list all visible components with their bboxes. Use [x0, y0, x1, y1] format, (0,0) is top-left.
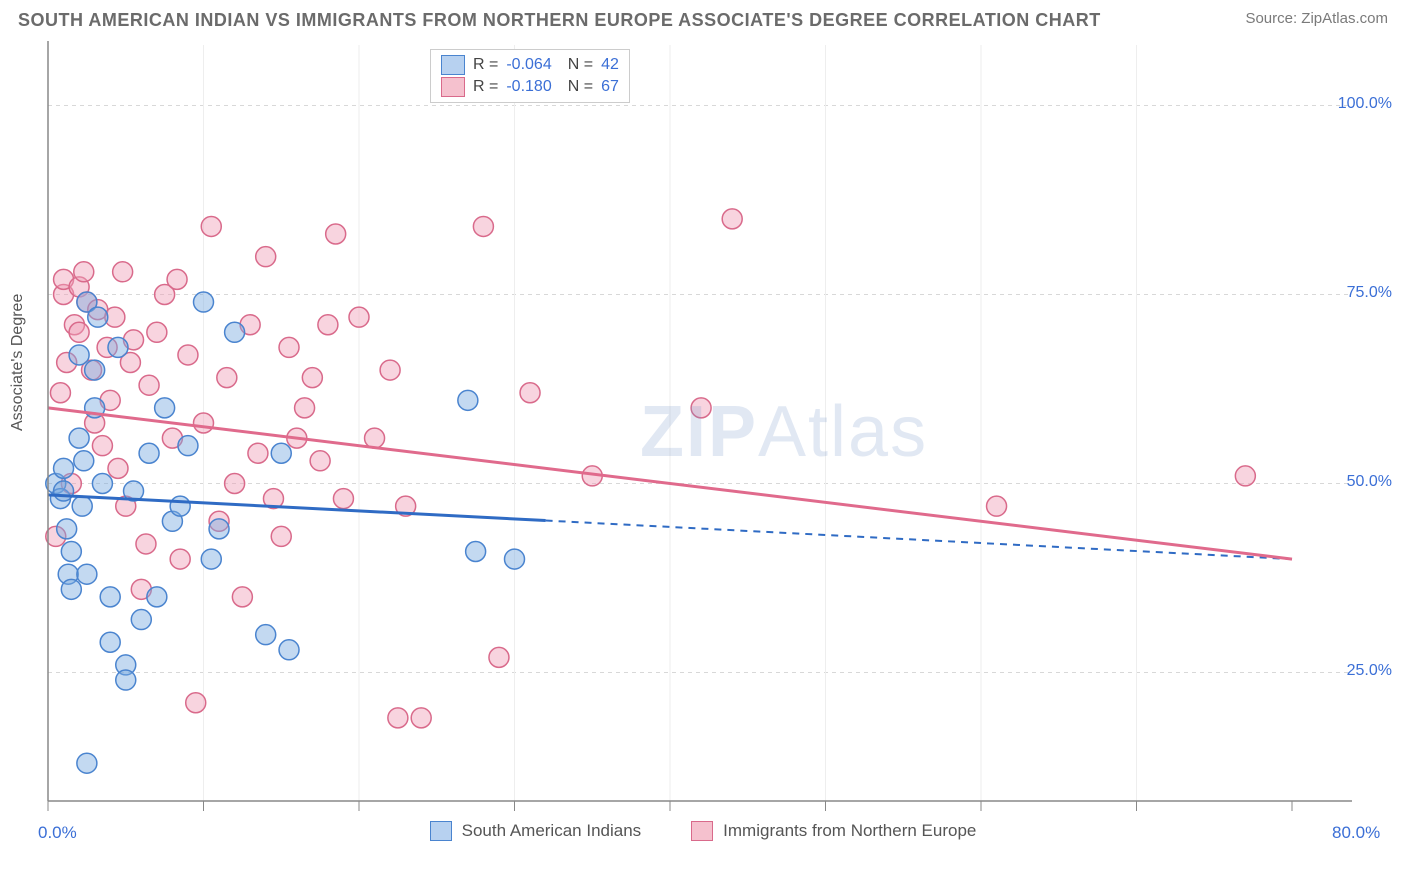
- legend-swatch-blue: [441, 55, 465, 75]
- legend-n-value: 67: [601, 76, 619, 98]
- chart-title: SOUTH AMERICAN INDIAN VS IMMIGRANTS FROM…: [18, 10, 1101, 31]
- legend-n-label: N =: [568, 54, 593, 76]
- source-label: Source: ZipAtlas.com: [1245, 10, 1388, 27]
- legend-n-label: N =: [568, 76, 593, 98]
- legend-n-value: 42: [601, 54, 619, 76]
- legend-r-value: -0.064: [506, 54, 551, 76]
- legend-swatch-pink: [441, 77, 465, 97]
- legend-swatch-blue: [430, 821, 452, 841]
- legend-stats-row-blue: R = -0.064 N = 42: [441, 54, 619, 76]
- legend-series-box: South American Indians Immigrants from N…: [0, 821, 1406, 841]
- legend-series-label: South American Indians: [462, 821, 642, 841]
- legend-swatch-pink: [691, 821, 713, 841]
- y-tick-label: 50.0%: [1347, 473, 1392, 491]
- y-axis-label: Associate's Degree: [9, 294, 27, 431]
- scatter-chart-svg: [0, 31, 1406, 861]
- legend-stats-box: R = -0.064 N = 42 R = -0.180 N = 67: [430, 49, 630, 103]
- legend-series-label: Immigrants from Northern Europe: [723, 821, 976, 841]
- chart-area: Associate's Degree ZIPAtlas R = -0.064 N…: [0, 31, 1406, 861]
- legend-r-label: R =: [473, 54, 498, 76]
- legend-r-value: -0.180: [506, 76, 551, 98]
- y-tick-label: 100.0%: [1338, 95, 1392, 113]
- legend-r-label: R =: [473, 76, 498, 98]
- legend-stats-row-pink: R = -0.180 N = 67: [441, 76, 619, 98]
- y-tick-label: 75.0%: [1347, 284, 1392, 302]
- y-tick-label: 25.0%: [1347, 662, 1392, 680]
